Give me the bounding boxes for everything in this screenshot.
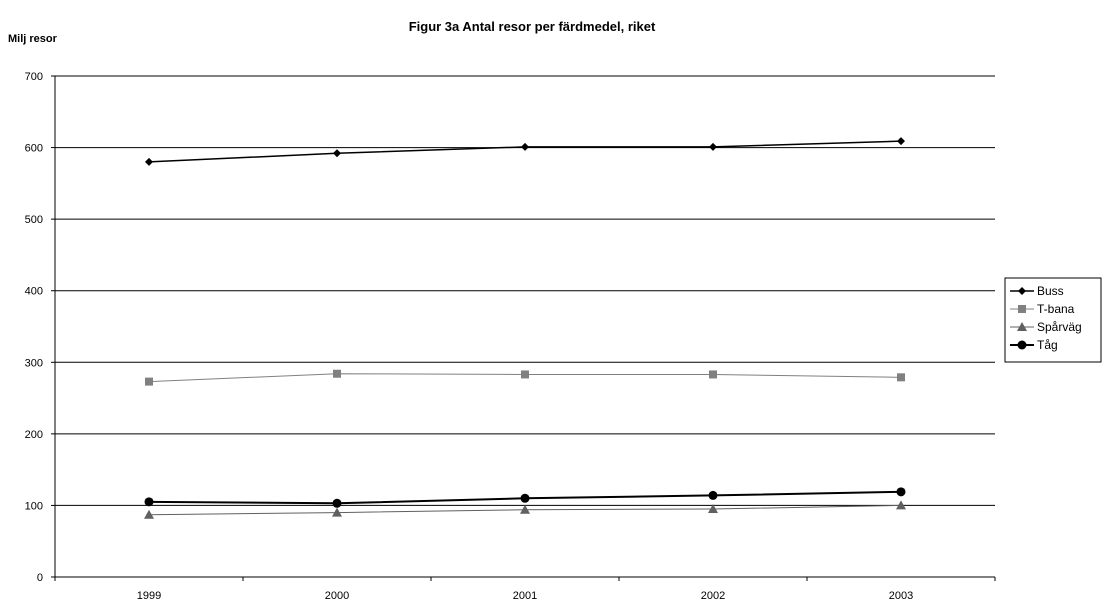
legend-label-buss: Buss: [1037, 284, 1064, 298]
x-tick-label: 2000: [325, 590, 349, 602]
y-tick-label: 500: [25, 214, 43, 226]
data-point-t-bana: [145, 377, 153, 386]
data-point-t-bana: [521, 370, 529, 379]
y-tick-label: 0: [37, 572, 43, 584]
chart-title: Figur 3a Antal resor per färdmedel, rike…: [409, 19, 656, 34]
x-tick-label: 2003: [889, 590, 913, 602]
y-tick-label: 700: [25, 71, 43, 83]
data-point-sp-rv-g: [708, 504, 718, 514]
legend-label-sp-rv-g: Spårväg: [1037, 320, 1082, 334]
y-tick-label: 100: [25, 500, 43, 512]
x-tick-label: 1999: [137, 590, 161, 602]
data-point-sp-rv-g: [896, 500, 906, 510]
data-point-buss: [521, 142, 529, 151]
data-point-t-bana: [333, 369, 341, 378]
plot-area: 0 100 200 300 400 500 600 700 1999 2000 2001 2002 20…: [25, 71, 996, 602]
y-tick-label: 300: [25, 357, 43, 369]
legend-marker-sp-rv-g: [1017, 322, 1027, 331]
x-tick-label: 2002: [701, 590, 725, 602]
data-point-t-g: [708, 490, 718, 500]
legend-label-t-bana: T-bana: [1037, 302, 1075, 316]
data-point-t-bana: [897, 373, 905, 382]
data-point-t-g: [144, 497, 154, 507]
x-tick-label: 2001: [513, 590, 537, 602]
y-tick-label: 400: [25, 286, 43, 298]
data-point-buss: [333, 149, 341, 158]
data-point-t-g: [332, 498, 342, 508]
data-point-t-bana: [709, 370, 717, 379]
y-axis-label: Milj resor: [8, 33, 58, 45]
data-point-sp-rv-g: [332, 507, 342, 517]
legend-marker-buss: [1018, 287, 1026, 295]
y-tick-label: 600: [25, 143, 43, 155]
legend-marker-t-bana: [1018, 305, 1026, 313]
legend-marker-t-g: [1017, 340, 1027, 350]
y-tick-label: 200: [25, 429, 43, 441]
data-point-t-g: [520, 493, 530, 503]
data-point-buss: [897, 137, 905, 146]
data-point-sp-rv-g: [520, 504, 530, 514]
data-point-sp-rv-g: [144, 509, 154, 519]
data-point-buss: [709, 142, 717, 151]
data-point-buss: [145, 157, 153, 166]
data-point-t-g: [896, 487, 906, 497]
legend: Buss T-bana Spårväg Tåg: [1004, 277, 1102, 363]
legend-label-t-g: Tåg: [1037, 338, 1058, 352]
